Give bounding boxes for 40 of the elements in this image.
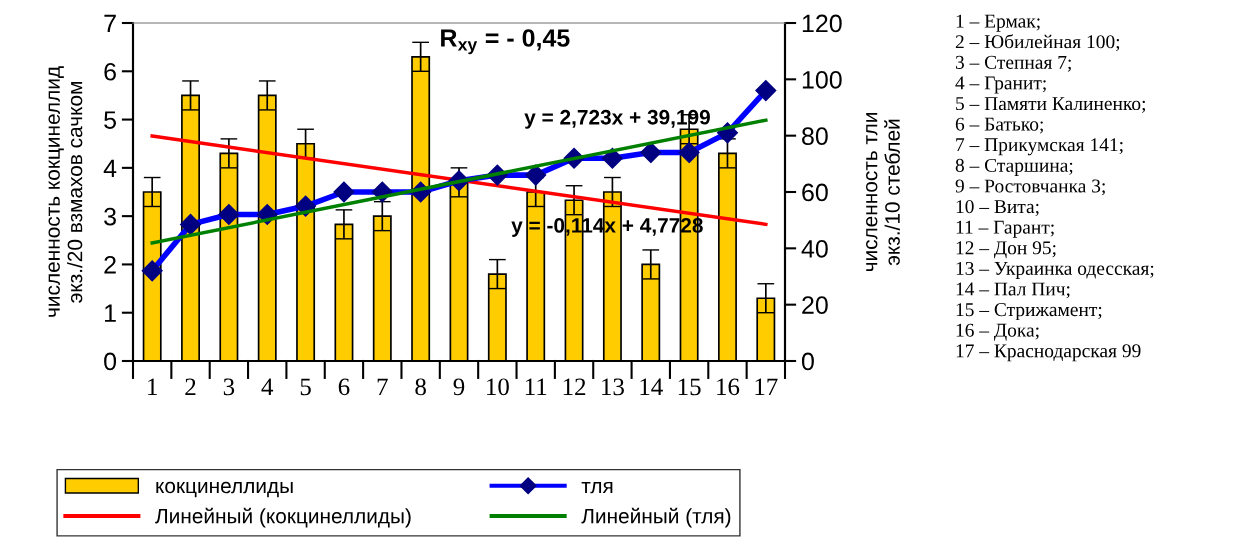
annotation: R$_{xy}$ = - 0,45 xyxy=(441,29,570,55)
y2-tick-label: 60 xyxy=(802,183,828,202)
legend-label: Линейный (кокцинеллиды) xyxy=(155,507,411,528)
y2-tick-label: 0 xyxy=(801,352,814,371)
x-tick-label: 15 xyxy=(678,378,701,396)
x-tick-label: 4 xyxy=(261,378,274,396)
x-tick-label: 2 xyxy=(185,378,196,396)
x-tick-label: 16 xyxy=(717,378,740,396)
x-tick-label: 8 xyxy=(415,378,426,396)
x-tick-label: 6 xyxy=(338,378,350,396)
legend-label: кокцинеллиды xyxy=(156,481,293,498)
y-tick-label: 6 xyxy=(104,62,116,81)
x-tick-label: 7 xyxy=(377,378,388,396)
y2-tick-label: 100 xyxy=(802,70,842,89)
y-tick-label: 4 xyxy=(103,159,117,177)
text: 1 – Ермак; 2 – Юбилейная 100; 3 – Степная 7; 4 – Гранит; 5 – Памяти Калиненко; 6 – Батько; 7 – Прикумская 141; 8 – Старшина; 9 – Ростовчанка 3; 10 – Вита; 11 – Гарант; 12 – Дон 95; 13 – Украинка одесская; 14 – Пал Пич; 15 – Стрижамент; 16 – Дока; 17 – Краснодарская 99 xyxy=(955,14,1154,362)
legend-label: тля xyxy=(581,482,613,494)
y2-axis-title: численность тли экз./10 стеблей xyxy=(866,113,900,272)
x-tick-label: 9 xyxy=(453,378,465,396)
y-tick-label: 2 xyxy=(104,256,116,274)
x-tick-label: 10 xyxy=(487,378,509,396)
x-tick-label: 3 xyxy=(223,378,235,396)
x-tick-label: 13 xyxy=(602,378,624,396)
y-tick-label: 7 xyxy=(104,14,116,33)
legend-label: Линейный (тля) xyxy=(581,507,731,528)
x-tick-label: 14 xyxy=(640,378,663,396)
y-tick-label: 1 xyxy=(105,304,116,322)
y-tick-label: 3 xyxy=(104,207,116,226)
y-tick-label: 0 xyxy=(104,352,117,371)
y2-tick-label: 80 xyxy=(802,127,828,145)
x-tick-label: 12 xyxy=(563,378,586,396)
y2-tick-label: 40 xyxy=(801,239,828,258)
x-tick-label: 1 xyxy=(148,378,157,396)
x-tick-label: 17 xyxy=(755,378,778,396)
y2-tick-label: 20 xyxy=(802,296,828,314)
y2-tick-label: 120 xyxy=(802,14,842,33)
y-axis-title: численность кокцинеллид экз./20 взмахов сачком xyxy=(48,66,83,317)
y-tick-label: 5 xyxy=(104,111,116,129)
x-tick-label: 11 xyxy=(525,378,547,396)
x-tick-label: 5 xyxy=(300,378,311,396)
